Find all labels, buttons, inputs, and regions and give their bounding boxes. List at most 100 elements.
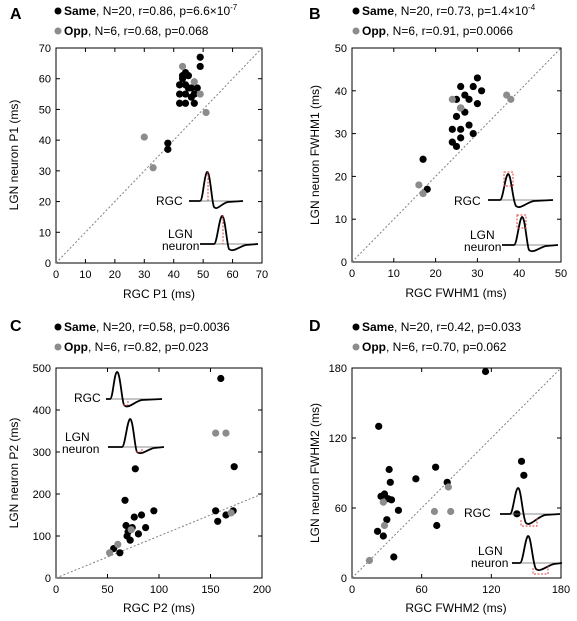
data-point-same <box>230 463 238 471</box>
y-tick-label: 0 <box>341 257 347 269</box>
x-tick-label: 30 <box>138 269 150 281</box>
x-tick-label: 50 <box>101 584 113 596</box>
x-tick-label: 20 <box>429 268 441 280</box>
inset-lgn-label: LGN <box>478 544 503 558</box>
data-point-same <box>176 99 184 107</box>
x-tick-label: 180 <box>552 584 570 596</box>
data-point-same <box>142 524 150 532</box>
data-point-same <box>469 82 477 91</box>
panel-a-plot-area <box>55 47 263 264</box>
x-tick-label: 60 <box>226 269 238 281</box>
data-point-same <box>137 511 146 519</box>
data-point-same <box>457 134 465 142</box>
panel-a-letter: A <box>10 6 22 23</box>
panel-c-ylabel: LGN neuron P2 (ms) <box>7 418 21 529</box>
data-point-same <box>150 507 158 515</box>
y-tick-label: 10 <box>335 214 347 226</box>
data-point-same <box>212 507 220 515</box>
data-point-same <box>379 532 387 540</box>
panel-b-xlabel: RGC FWHM1 (ms) <box>405 286 506 300</box>
data-point-opp <box>447 507 455 516</box>
x-tick-label: 70 <box>256 269 268 281</box>
data-point-same <box>387 496 396 504</box>
legend-same-text: Same, N=20, r=0.86, p=6.6×10-7 <box>64 3 238 18</box>
data-point-same <box>176 90 184 98</box>
lgn-waveform <box>512 535 563 571</box>
data-point-opp <box>114 540 122 549</box>
panel-b-legend: Same, N=20, r=0.73, p=1.4×10-4 Opp, N=6,… <box>352 3 536 38</box>
lgn-fwhm2-marker <box>532 566 549 575</box>
lgn-fwhm-marker <box>516 214 527 229</box>
panel-d-xlabel: RGC FWHM2 (ms) <box>405 601 506 615</box>
y-tick-label: 200 <box>33 489 51 501</box>
legend-opp-marker <box>54 27 62 35</box>
data-point-same <box>196 53 204 61</box>
data-point-same <box>394 506 403 514</box>
x-tick-label: 50 <box>197 269 209 281</box>
panel-b-identity-line <box>351 47 562 263</box>
data-point-opp <box>448 95 456 103</box>
y-tick-label: 300 <box>33 447 51 459</box>
panel-c-points <box>105 374 238 557</box>
panel-b-insets: RGC LGN neuron <box>454 171 559 254</box>
data-point-opp <box>444 483 452 491</box>
data-point-same <box>465 95 473 103</box>
data-point-same <box>181 90 190 98</box>
panel-c-identity-line <box>55 493 263 579</box>
x-tick-label: 120 <box>482 584 500 596</box>
data-point-opp <box>430 507 439 516</box>
panel-c: C Same, N=20, r=0.58, p=0.0036 Opp, N=6,… <box>7 318 271 615</box>
y-tick-label: 40 <box>335 86 347 98</box>
panel-a-ylabel: LGN neuron P1 (ms) <box>7 100 21 211</box>
data-point-same <box>457 125 465 133</box>
data-point-opp <box>196 90 204 98</box>
data-point-same <box>187 84 195 92</box>
panel-a-points <box>140 53 210 172</box>
x-tick-label: 150 <box>201 584 219 596</box>
legend-same-text: Same, N=20, r=0.73, p=1.4×10-4 <box>362 3 536 18</box>
legend-opp-marker <box>352 343 360 351</box>
panel-d-ylabel: LGN neuron FWHM2 (ms) <box>308 403 322 543</box>
rgc-waveform <box>488 173 554 208</box>
data-point-opp <box>227 509 235 517</box>
inset-neuron-label: neuron <box>62 442 99 456</box>
data-point-same <box>457 82 465 91</box>
x-tick-label: 40 <box>513 268 525 280</box>
inset-rgc-label: RGC <box>74 391 101 405</box>
data-point-same <box>419 155 427 163</box>
inset-neuron-label: neuron <box>464 240 501 254</box>
x-tick-label: 10 <box>79 269 91 281</box>
data-point-same <box>190 90 198 98</box>
data-point-opp <box>149 164 157 172</box>
panel-c-letter: C <box>10 318 22 335</box>
legend-opp-text: Opp, N=6, r=0.70, p=0.062 <box>362 340 507 354</box>
rgc-waveform <box>106 371 163 408</box>
y-tick-label: 100 <box>33 531 51 543</box>
data-point-same <box>386 478 394 486</box>
data-point-same <box>477 87 486 95</box>
y-tick-label: 40 <box>39 135 51 147</box>
data-point-same <box>433 521 441 530</box>
lgn-waveform <box>108 418 165 455</box>
x-tick-label: 100 <box>150 584 168 596</box>
y-tick-label: 20 <box>335 171 347 183</box>
data-point-opp <box>202 108 210 117</box>
panel-a: A Same, N=20, r=0.86, p=6.6×10-7 Opp, N=… <box>7 3 268 301</box>
panel-d-identity-line <box>351 367 562 579</box>
inset-rgc-label: RGC <box>454 194 481 208</box>
panel-a-legend: Same, N=20, r=0.86, p=6.6×10-7 Opp, N=6,… <box>54 3 238 38</box>
data-point-opp <box>415 181 423 189</box>
data-point-same <box>196 62 204 71</box>
data-point-same <box>190 99 198 107</box>
data-point-same <box>432 463 440 471</box>
panel-b: B Same, N=20, r=0.73, p=1.4×10-4 Opp, N=… <box>308 3 567 300</box>
data-point-same <box>116 549 124 557</box>
data-point-same <box>383 516 391 524</box>
data-point-same <box>465 121 473 129</box>
inset-neuron-label: neuron <box>162 239 199 253</box>
panel-d-insets: RGC LGN neuron <box>464 487 563 575</box>
x-tick-label: 60 <box>416 584 428 596</box>
panel-d-points <box>365 367 528 565</box>
inset-lgn-label: LGN <box>65 430 90 444</box>
data-point-opp <box>365 556 374 565</box>
